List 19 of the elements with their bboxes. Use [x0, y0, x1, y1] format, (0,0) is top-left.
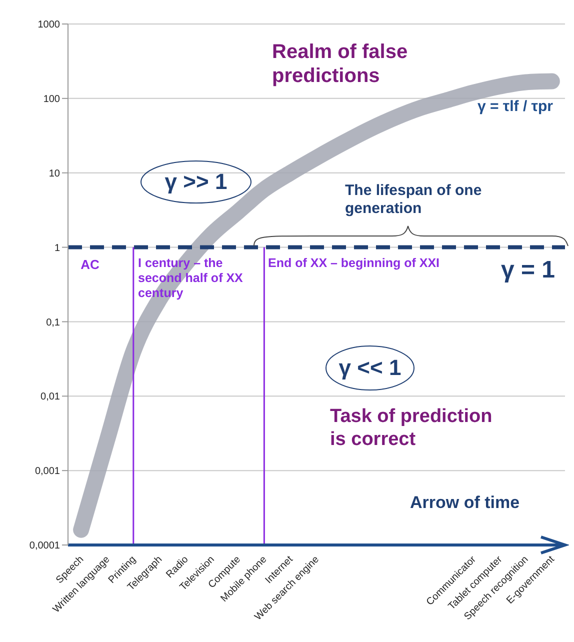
- y-tick-label: 100: [43, 94, 60, 105]
- annotation: Arrow of time: [410, 493, 520, 512]
- annotation: γ << 1: [338, 354, 402, 382]
- y-tick-label: 0,001: [34, 466, 60, 478]
- y-tick-label: 0,0001: [29, 540, 60, 552]
- y-tick-label: 0,01: [40, 392, 60, 403]
- annotation: γ >> 1: [164, 168, 228, 196]
- annotation: The lifespan of one generation: [345, 182, 482, 217]
- y-tick-label: 0,1: [46, 317, 60, 328]
- annotation: Realm of false predictions: [272, 41, 408, 87]
- annotation: AC: [80, 257, 100, 272]
- annotation: γ = τlf / τpr: [478, 98, 553, 115]
- ref-line-label: γ = 1: [500, 256, 555, 284]
- annotation: Task of prediction is correct: [330, 406, 492, 450]
- y-tick-label: 10: [48, 168, 60, 180]
- annotation: I century – the second half of XX century: [138, 256, 243, 300]
- annotation: End of XX – beginning of XXI: [268, 256, 440, 270]
- y-tick-label: 1: [54, 242, 60, 254]
- y-tick-label: 1000: [38, 20, 60, 31]
